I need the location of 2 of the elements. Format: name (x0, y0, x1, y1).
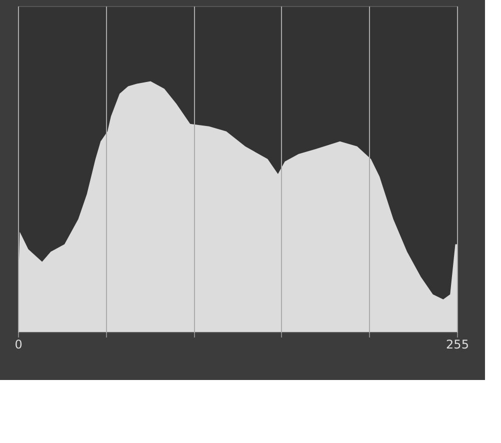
x-tick-label: 0 (14, 338, 22, 352)
x-tick-label: 255 (446, 338, 469, 352)
